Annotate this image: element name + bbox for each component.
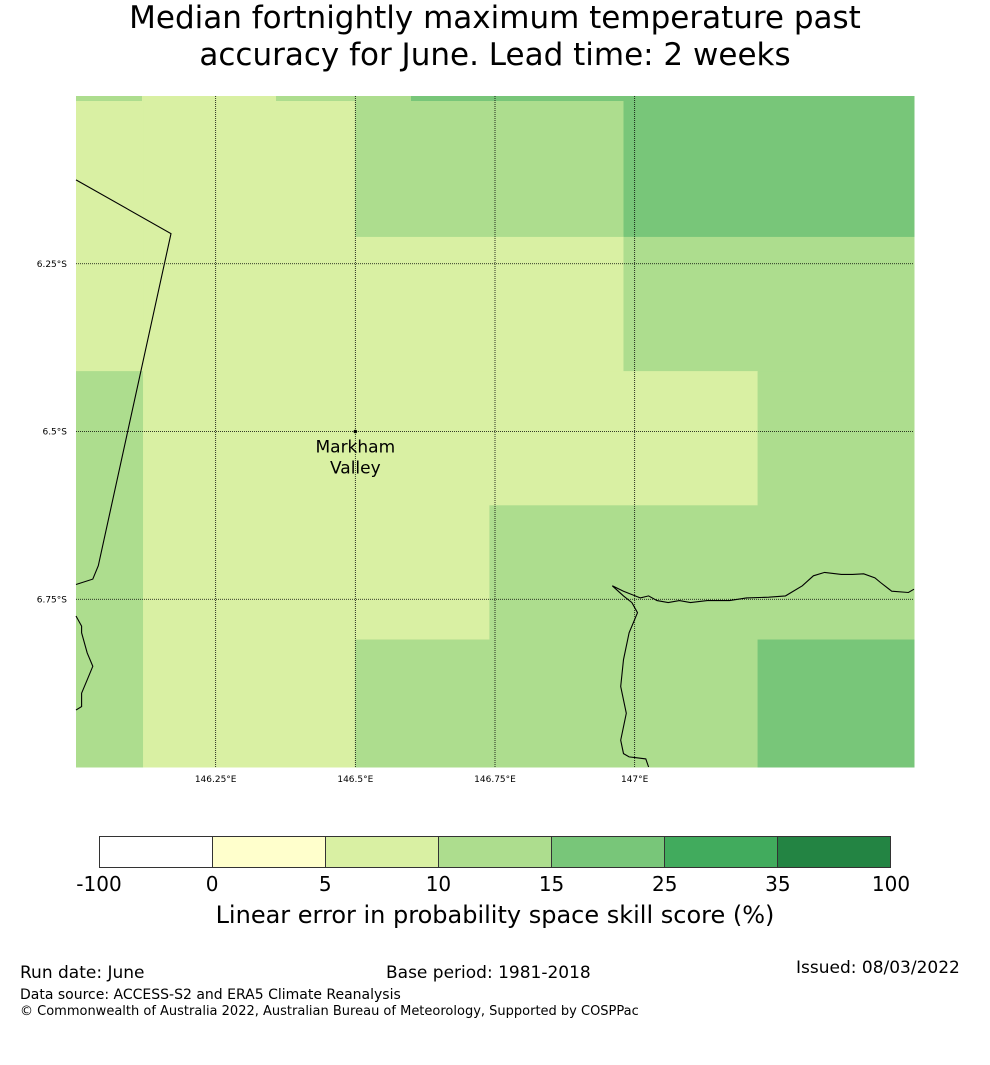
grid-cell-8 bbox=[757, 371, 915, 506]
colorbar-band-2 bbox=[326, 837, 439, 867]
colorbar-band-3 bbox=[439, 837, 552, 867]
colorbar-tick-label-2: 5 bbox=[318, 872, 332, 896]
lon-tick-label-3: 147°E bbox=[621, 775, 649, 785]
coastline-0 bbox=[75, 179, 172, 586]
base-period: Base period: 1981-2018 bbox=[386, 963, 591, 983]
colorbar-label: Linear error in probability space skill … bbox=[215, 901, 775, 929]
lat-tick-label-1: 6.5°S bbox=[42, 428, 67, 438]
data-source: Data source: ACCESS-S2 and ERA5 Climate … bbox=[20, 987, 401, 1003]
lat-tick-label-0: 6.25°S bbox=[37, 260, 68, 270]
grid-cell-4 bbox=[623, 96, 915, 238]
run-date: Run date: June bbox=[20, 963, 145, 983]
map-plot: 146.25°E 146.5°E 146.75°E 147°E 6.25°S 6.5°S 6… bbox=[37, 96, 915, 785]
colorbar-band-5 bbox=[665, 837, 778, 867]
place-marker bbox=[353, 429, 358, 434]
lat-tick-label-2: 6.75°S bbox=[37, 595, 68, 605]
grid-cell-0 bbox=[76, 96, 144, 372]
grid-cell-6 bbox=[623, 236, 915, 372]
colorbar-tick-label-1: 0 bbox=[205, 872, 219, 896]
coastline-1 bbox=[75, 615, 94, 711]
colorbar-band-4 bbox=[552, 837, 665, 867]
colorbar bbox=[99, 836, 891, 868]
lon-tick-label-1: 146.5°E bbox=[337, 775, 373, 785]
colorbar-tick-label-7: 100 bbox=[871, 872, 911, 896]
grid-cell-9 bbox=[355, 505, 490, 641]
colorbar-band-0 bbox=[100, 837, 213, 867]
colorbar-band-6 bbox=[778, 837, 890, 867]
coastline-2 bbox=[611, 571, 915, 768]
issued-date: Issued: 08/03/2022 bbox=[796, 958, 960, 978]
grid-cell-12 bbox=[757, 639, 915, 768]
map-title-line1: Median fortnightly maximum temperature p… bbox=[129, 0, 861, 36]
place-label-line2: Valley bbox=[330, 459, 381, 479]
place-label-line1: Markham bbox=[315, 438, 395, 458]
grid-cell-top-strip-2 bbox=[276, 96, 410, 101]
colorbar-tick-label-4: 15 bbox=[538, 872, 565, 896]
grid-cell-10 bbox=[489, 505, 915, 641]
colorbar-band-1 bbox=[213, 837, 326, 867]
map-title: Median fortnightly maximum temperature p… bbox=[0, 0, 990, 74]
map-title-line2: accuracy for June. Lead time: 2 weeks bbox=[199, 37, 791, 73]
colorbar-tick-label-5: 25 bbox=[651, 872, 678, 896]
grid-cell-1 bbox=[76, 371, 144, 768]
grid-cell-top-strip-3 bbox=[411, 96, 914, 101]
lon-tick-label-2: 146.75°E bbox=[474, 775, 516, 785]
grid-cell-7 bbox=[355, 371, 759, 506]
copyright: © Commonwealth of Australia 2022, Austra… bbox=[20, 1004, 639, 1019]
lon-tick-label-0: 146.25°E bbox=[195, 775, 237, 785]
grid-cell-11 bbox=[355, 639, 759, 768]
colorbar-tick-label-0: -100 bbox=[76, 872, 122, 896]
grid-cell-top-strip-1 bbox=[76, 96, 142, 101]
grid-cell-5 bbox=[355, 236, 624, 372]
grid-cell-3 bbox=[355, 96, 624, 238]
colorbar-tick-label-6: 35 bbox=[765, 872, 791, 896]
colorbar-tick-label-3: 10 bbox=[425, 872, 452, 896]
